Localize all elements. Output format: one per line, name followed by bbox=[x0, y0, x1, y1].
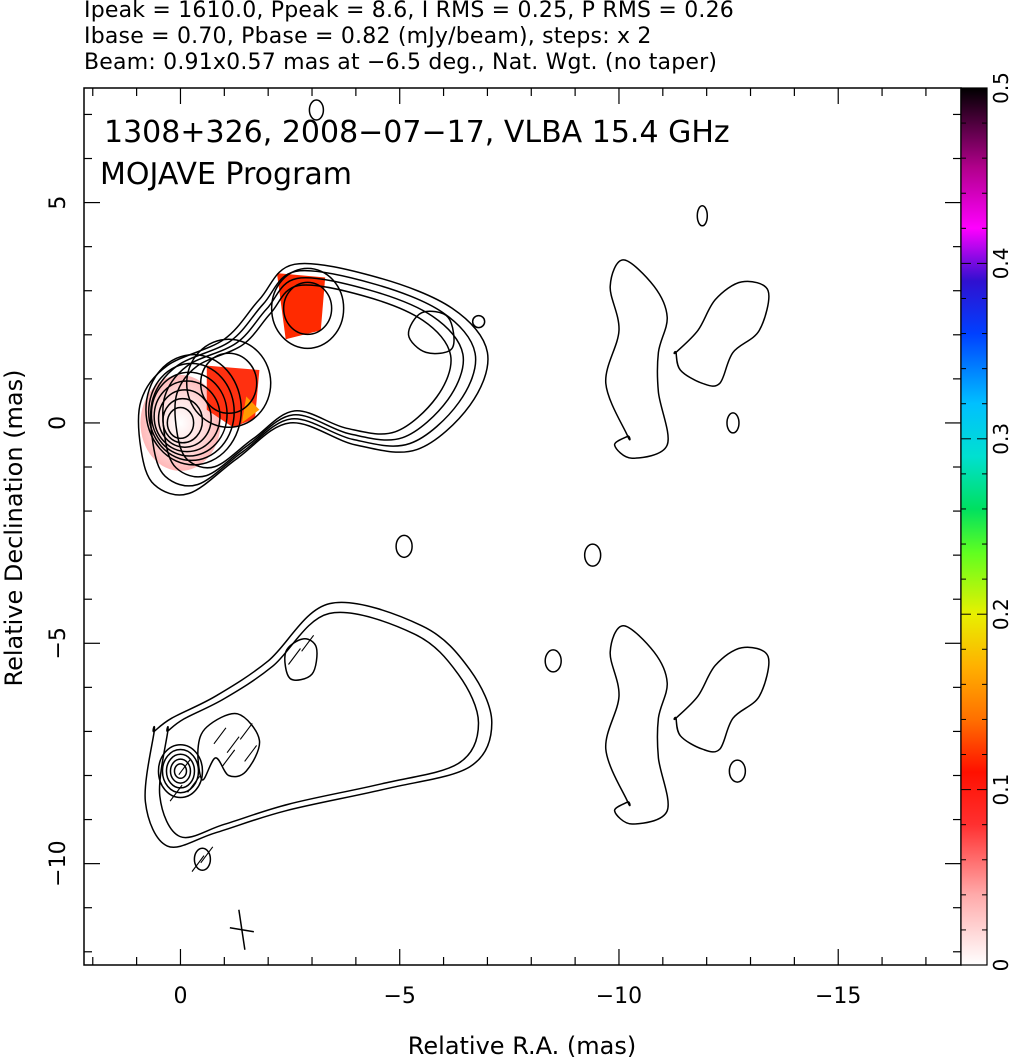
x-tick-label: 0 bbox=[173, 984, 187, 1009]
pol-core-contour bbox=[157, 743, 204, 799]
isolated-contour bbox=[726, 412, 740, 434]
jet-envelope-contour bbox=[137, 262, 489, 496]
colorbar-label: 0.5 bbox=[989, 72, 1013, 104]
pol-isolated-contour bbox=[395, 534, 413, 559]
beam-minor-axis bbox=[229, 927, 254, 933]
evpa-stick bbox=[301, 634, 315, 652]
knot-contour bbox=[199, 352, 258, 415]
x-tick-label: −15 bbox=[815, 984, 861, 1009]
core-polarization-color bbox=[140, 374, 221, 471]
evpa-stick bbox=[187, 775, 201, 793]
y-axis-label: Relative Declination (mas) bbox=[0, 369, 28, 686]
pol-offset-contour bbox=[673, 646, 770, 753]
colorbar-ticks bbox=[961, 87, 987, 966]
evpa-stick bbox=[200, 846, 214, 864]
x-tick-labels: 0 −5 −10 −15 bbox=[173, 984, 861, 1009]
jet-inner-contour bbox=[407, 310, 455, 355]
knot-contour bbox=[282, 281, 333, 336]
pol-envelope-contour bbox=[158, 611, 480, 839]
colorbar-label: 0.1 bbox=[989, 774, 1013, 806]
pol-knot-contour bbox=[284, 638, 318, 681]
core-contour bbox=[157, 389, 212, 448]
colorbar bbox=[960, 87, 988, 966]
evpa-vectors bbox=[169, 634, 315, 872]
pol-envelope-contour bbox=[144, 601, 493, 848]
offset-contour bbox=[605, 259, 669, 459]
colorbar-label: 0 bbox=[989, 959, 1013, 972]
jet-envelope-contour bbox=[149, 269, 477, 487]
pol-isolated-contour bbox=[583, 543, 602, 567]
contour-lines bbox=[137, 99, 770, 871]
colorbar-label: 0.3 bbox=[989, 423, 1013, 455]
x-tick-label: −10 bbox=[596, 984, 642, 1009]
evpa-stick bbox=[169, 784, 183, 802]
pol-offset-contour bbox=[605, 624, 669, 825]
knot-contour-outer bbox=[185, 338, 272, 429]
chart-title: 1308+326, 2008−07−17, VLBA 15.4 GHz bbox=[104, 115, 730, 150]
colorbar-labels: 0 0.1 0.2 0.3 0.4 0.5 bbox=[989, 72, 1013, 971]
core-contour bbox=[166, 406, 195, 440]
pol-core-contour bbox=[169, 758, 192, 784]
x-tick-label: −5 bbox=[384, 984, 416, 1009]
evpa-stick bbox=[191, 855, 205, 872]
pol-core-contour bbox=[173, 763, 188, 780]
y-tick-label: 0 bbox=[46, 416, 71, 430]
pol-core-contour bbox=[161, 748, 200, 794]
evpa-stick bbox=[239, 723, 253, 740]
y-tick-label: 5 bbox=[46, 196, 71, 210]
header-line-3: Beam: 0.91x0.57 mas at −6.5 deg., Nat. W… bbox=[84, 50, 718, 75]
evpa-stick bbox=[222, 749, 236, 767]
pol-isolated-contour bbox=[728, 759, 747, 783]
evpa-stick bbox=[178, 758, 192, 776]
jet-envelope-contour bbox=[174, 284, 452, 469]
y-tick-label: −10 bbox=[46, 840, 71, 886]
evpa-stick bbox=[244, 745, 258, 762]
header-line-1: Ipeak = 1610.0, Ppeak = 8.6, I RMS = 0.2… bbox=[84, 0, 734, 23]
y-tick-labels: 5 0 −5 −10 bbox=[46, 196, 71, 887]
colorbar-label: 0.4 bbox=[989, 247, 1013, 279]
evpa-stick bbox=[226, 736, 240, 753]
evpa-stick bbox=[288, 648, 301, 665]
pol-knot-contour bbox=[197, 712, 261, 781]
knot-1-edge-color bbox=[241, 396, 260, 423]
beam-symbol bbox=[229, 909, 254, 950]
x-axis-label: Relative R.A. (mas) bbox=[408, 1032, 636, 1060]
isolated-contour bbox=[471, 314, 486, 329]
isolated-contour bbox=[308, 99, 325, 121]
knot-contour-outer bbox=[270, 267, 345, 350]
pol-isolated-contour bbox=[544, 649, 562, 673]
isolated-contour bbox=[696, 205, 709, 227]
y-tick-label: −5 bbox=[46, 627, 71, 659]
header-line-2: Ibase = 0.70, Pbase = 0.82 (mJy/beam), s… bbox=[84, 24, 652, 49]
offset-contour bbox=[673, 280, 770, 387]
axis-ticks bbox=[84, 88, 961, 965]
chart-subtitle: MOJAVE Program bbox=[100, 157, 352, 192]
colorbar-label: 0.2 bbox=[989, 598, 1013, 630]
evpa-stick bbox=[213, 727, 227, 745]
pol-isolated-contour bbox=[193, 847, 212, 871]
jet-envelope-contour bbox=[162, 277, 465, 478]
